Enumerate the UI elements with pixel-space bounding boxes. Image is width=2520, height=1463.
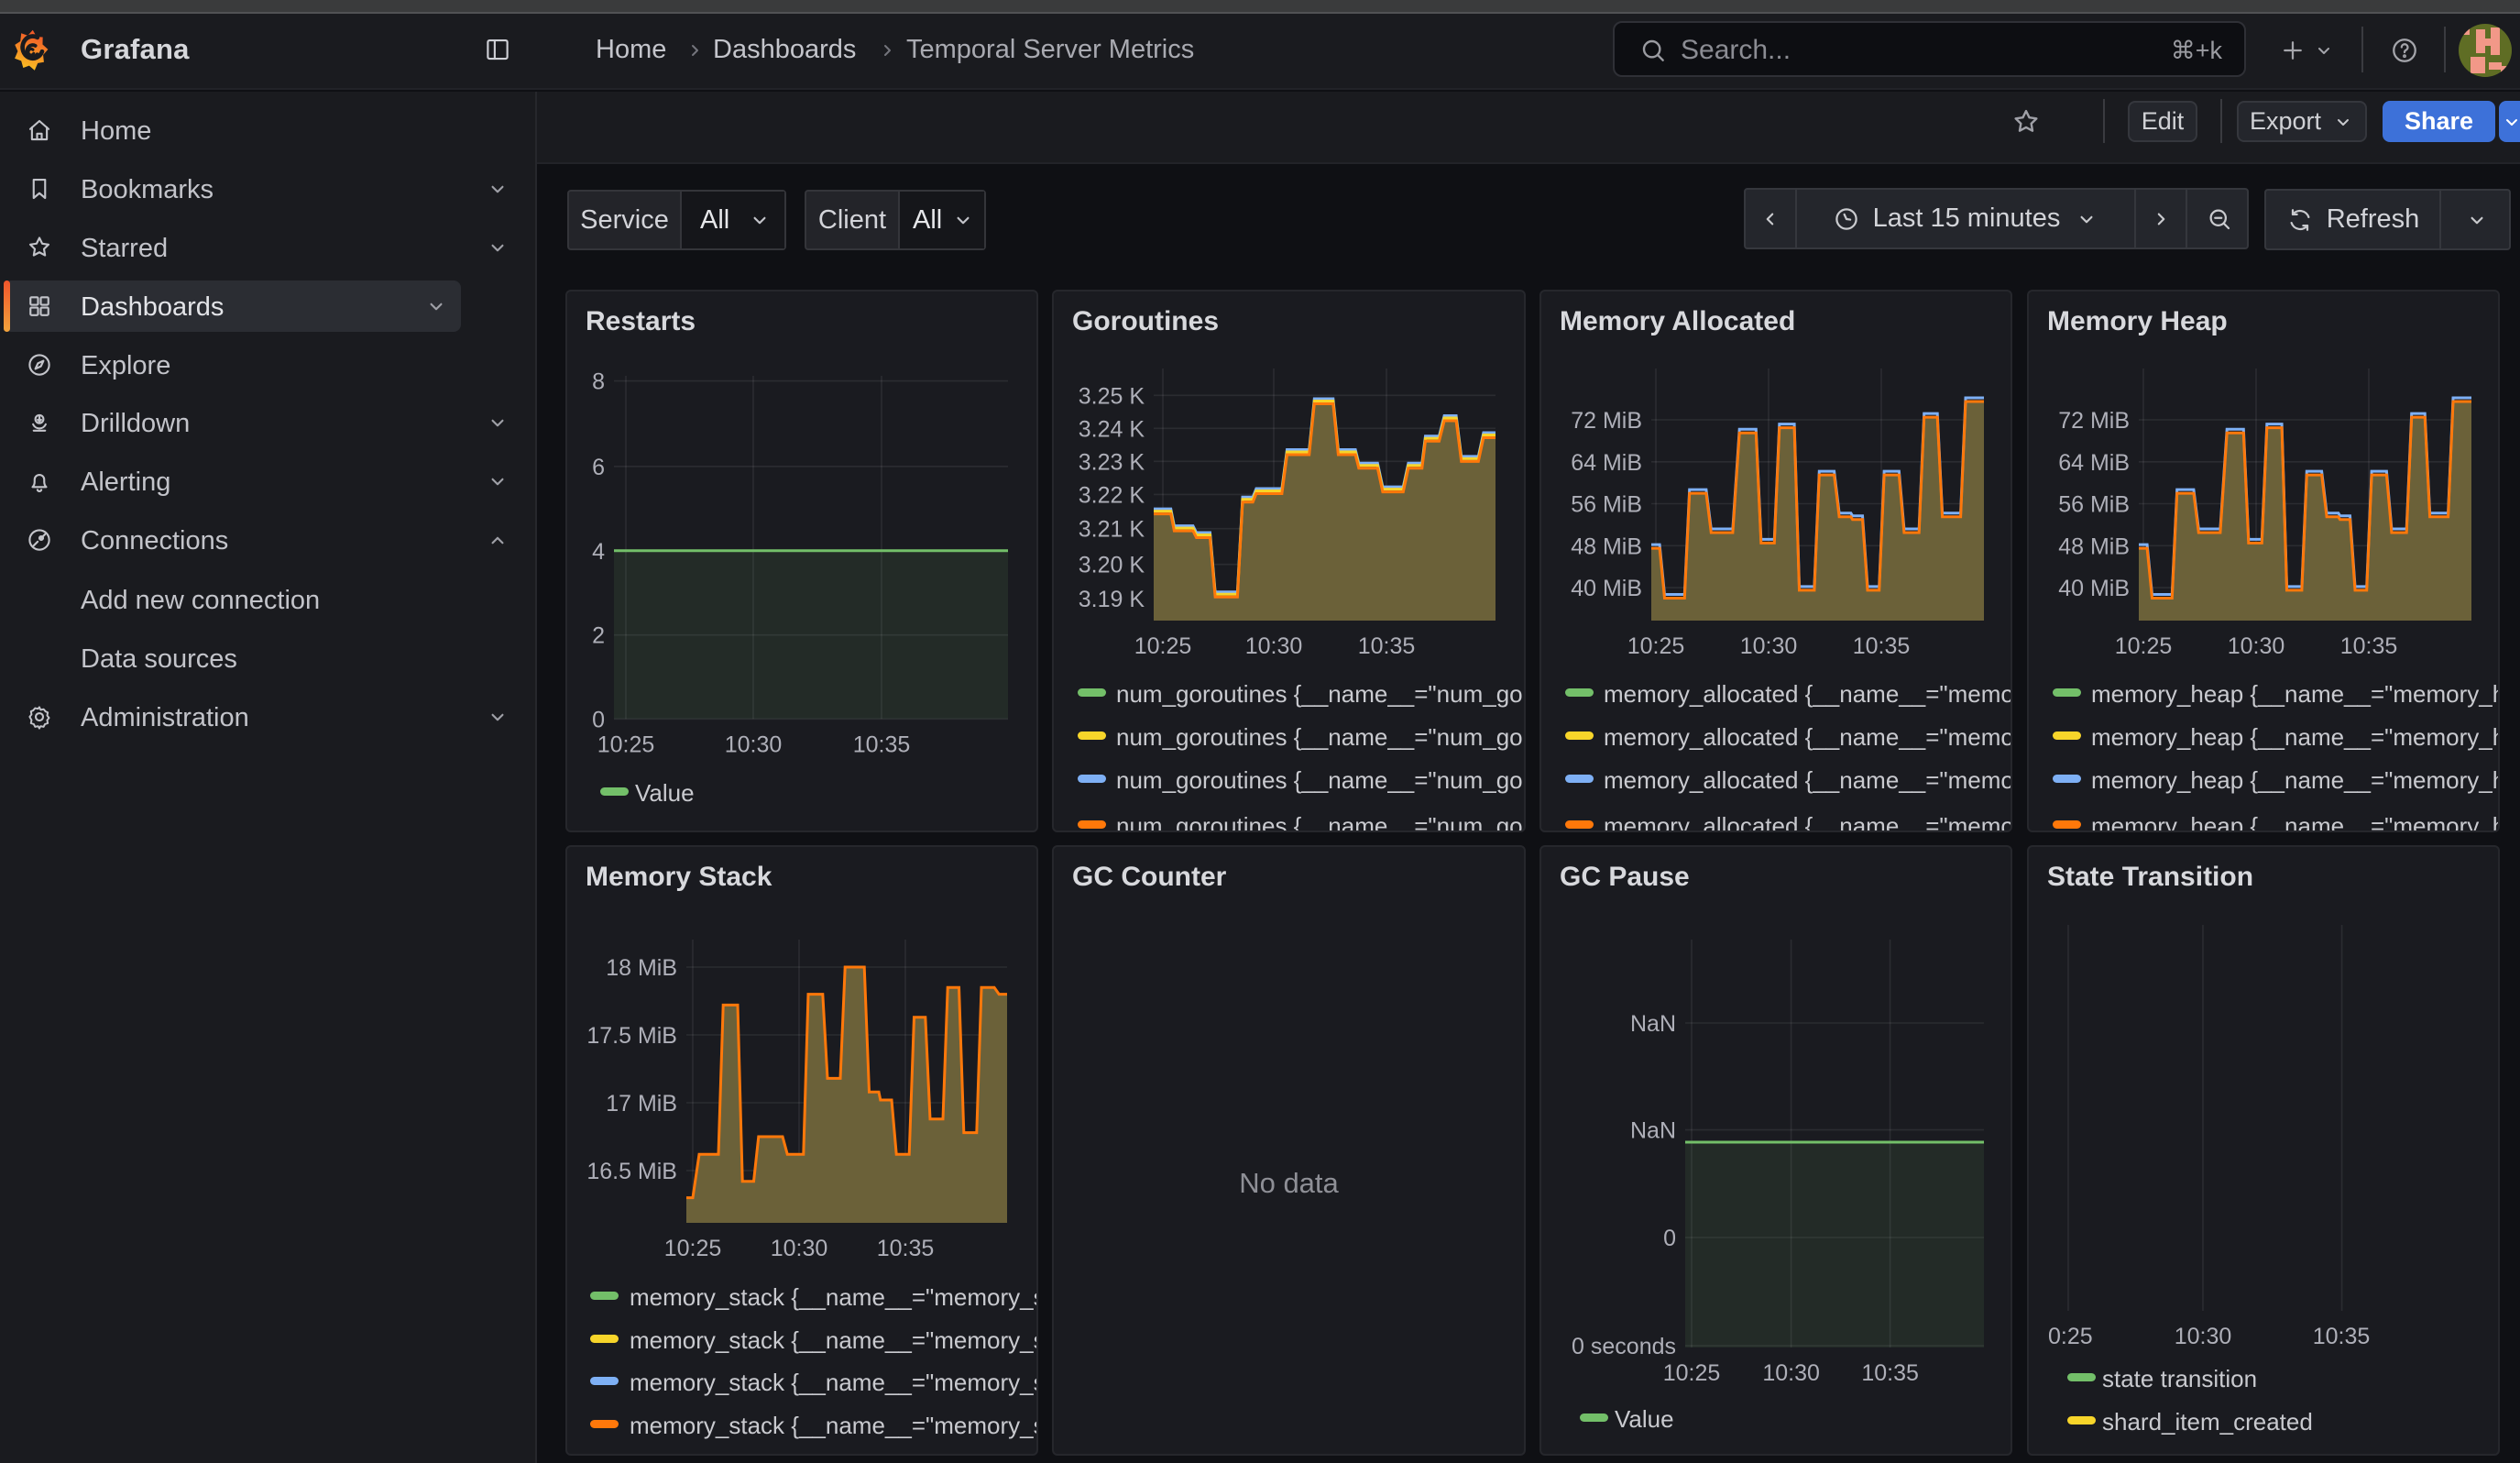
svg-text:64 MiB: 64 MiB [1571,450,1642,476]
svg-text:0 seconds: 0 seconds [1572,1334,1676,1359]
svg-text:17 MiB: 17 MiB [606,1091,677,1116]
svg-text:10:25: 10:25 [597,732,655,757]
svg-text:48 MiB: 48 MiB [2058,534,2130,559]
svg-text:3.24 K: 3.24 K [1079,416,1145,442]
svg-text:0:25: 0:25 [2048,1324,2093,1349]
svg-text:6: 6 [592,455,605,480]
svg-text:10:25: 10:25 [664,1236,722,1261]
svg-text:10:30: 10:30 [1762,1360,1820,1386]
svg-text:4: 4 [592,539,605,565]
svg-text:3.23 K: 3.23 K [1079,449,1145,475]
svg-text:10:30: 10:30 [2228,633,2285,659]
svg-text:16.5 MiB: 16.5 MiB [586,1159,677,1184]
svg-text:56 MiB: 56 MiB [1571,492,1642,518]
svg-text:56 MiB: 56 MiB [2058,492,2130,518]
svg-text:10:35: 10:35 [1853,633,1911,659]
svg-text:3.20 K: 3.20 K [1079,553,1145,578]
svg-text:17.5 MiB: 17.5 MiB [586,1023,677,1049]
svg-text:10:30: 10:30 [771,1236,828,1261]
svg-text:10:35: 10:35 [853,732,911,757]
svg-text:0: 0 [592,707,605,732]
svg-text:NaN: NaN [1630,1118,1676,1144]
svg-text:40 MiB: 40 MiB [1571,576,1642,601]
svg-text:10:35: 10:35 [877,1236,935,1261]
svg-text:10:30: 10:30 [1740,633,1798,659]
svg-text:0: 0 [1663,1226,1676,1251]
svg-text:18 MiB: 18 MiB [606,955,677,981]
svg-text:10:35: 10:35 [1358,633,1416,659]
svg-text:10:25: 10:25 [1663,1360,1721,1386]
svg-text:64 MiB: 64 MiB [2058,450,2130,476]
svg-text:72 MiB: 72 MiB [1571,408,1642,434]
svg-text:10:30: 10:30 [2175,1324,2232,1349]
svg-text:3.22 K: 3.22 K [1079,482,1145,508]
svg-text:10:25: 10:25 [1627,633,1685,659]
svg-text:3.19 K: 3.19 K [1079,587,1145,612]
svg-text:10:35: 10:35 [1861,1360,1919,1386]
svg-text:8: 8 [592,369,605,395]
svg-text:48 MiB: 48 MiB [1571,534,1642,559]
svg-text:10:35: 10:35 [2340,633,2398,659]
svg-text:10:25: 10:25 [2115,633,2173,659]
svg-text:10:35: 10:35 [2313,1324,2371,1349]
svg-text:10:25: 10:25 [1134,633,1192,659]
svg-text:2: 2 [592,623,605,649]
svg-text:3.25 K: 3.25 K [1079,383,1145,409]
svg-text:3.21 K: 3.21 K [1079,517,1145,543]
svg-text:72 MiB: 72 MiB [2058,408,2130,434]
svg-text:10:30: 10:30 [1245,633,1303,659]
svg-text:40 MiB: 40 MiB [2058,576,2130,601]
svg-text:10:30: 10:30 [725,732,783,757]
svg-text:NaN: NaN [1630,1011,1676,1037]
